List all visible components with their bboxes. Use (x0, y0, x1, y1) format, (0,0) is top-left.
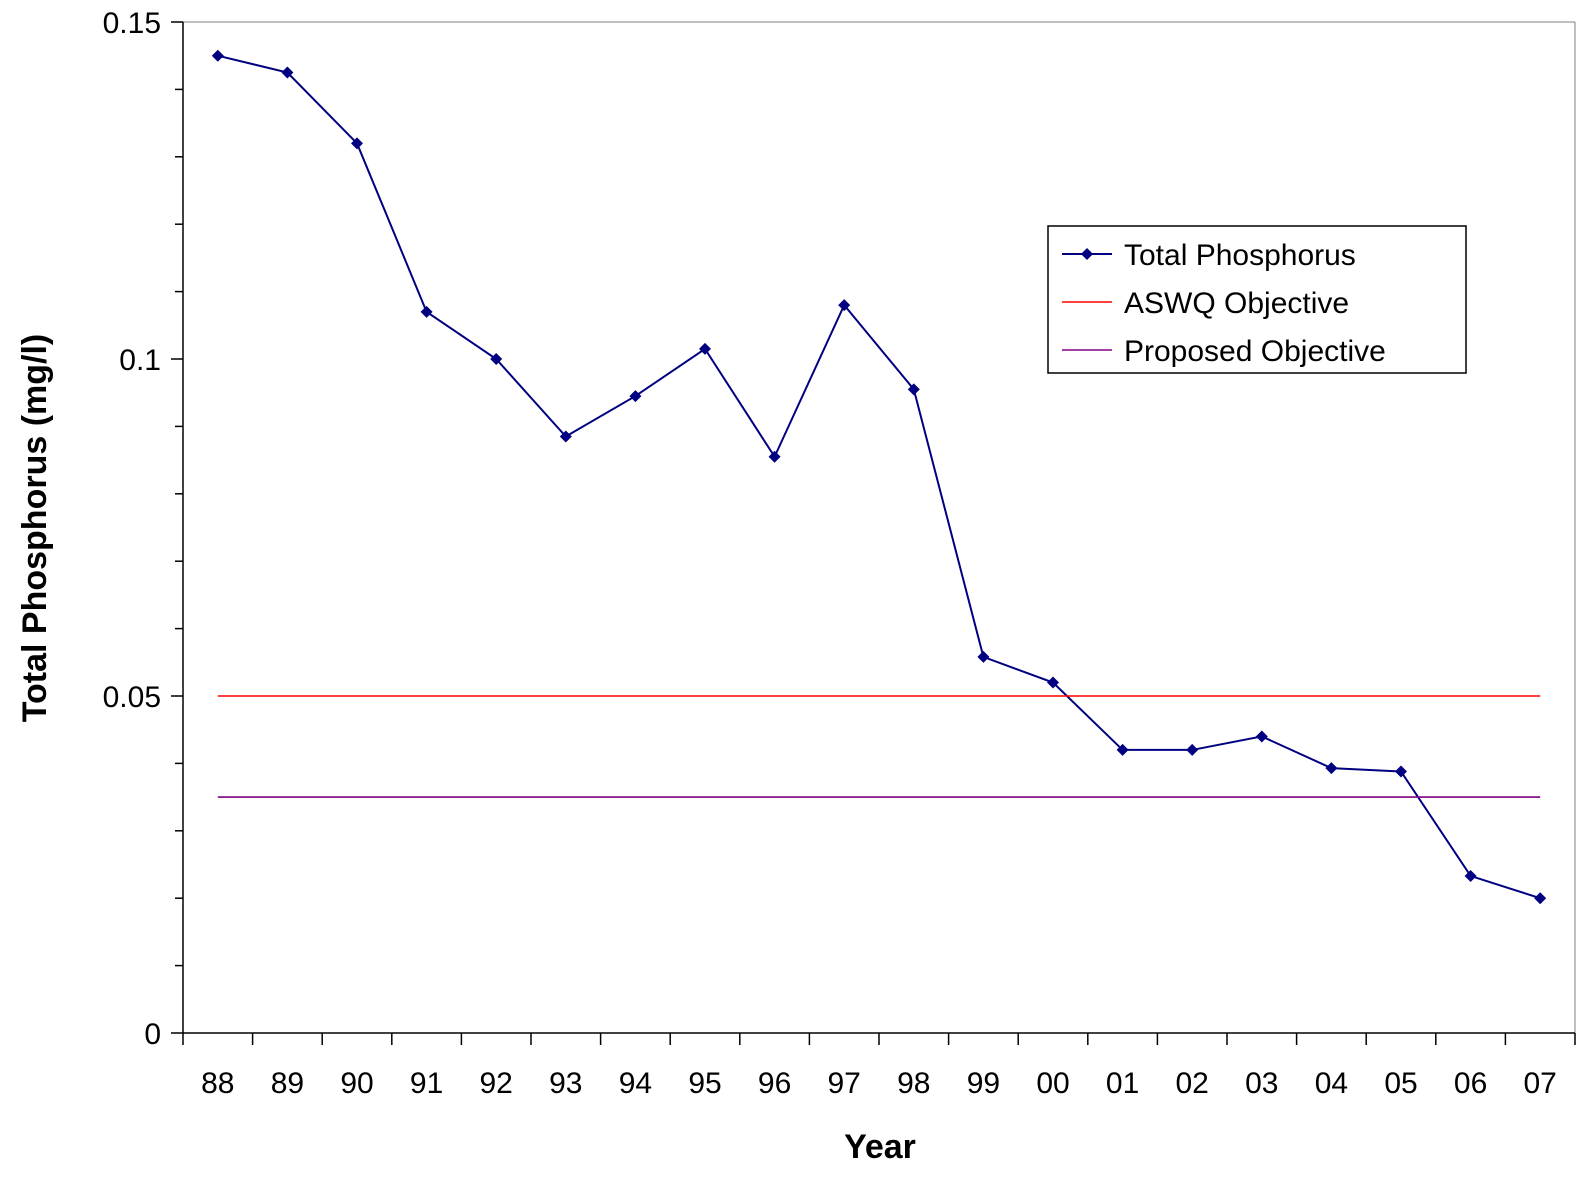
legend-label: ASWQ Objective (1124, 287, 1349, 320)
data-point (629, 390, 642, 403)
data-point (420, 305, 433, 318)
data-point (211, 49, 224, 62)
x-tick-label: 07 (1524, 1067, 1557, 1100)
x-tick-label: 00 (1036, 1067, 1069, 1100)
data-point (768, 450, 781, 463)
data-point (559, 430, 572, 443)
x-axis-ticks: 88 89 90 91 92 93 94 95 96 97 98 99 00 01 02 03 04 05 06 07 (182, 1033, 1576, 1100)
x-tick-label: 98 (897, 1067, 930, 1100)
y-tick-label: 0.05 (103, 681, 161, 714)
x-tick-label: 89 (271, 1067, 304, 1100)
x-tick-label: 06 (1454, 1067, 1487, 1100)
data-point (281, 66, 294, 79)
x-tick-label: 88 (201, 1067, 234, 1100)
x-axis-title: Year (844, 1128, 916, 1166)
x-tick-label: 92 (480, 1067, 513, 1100)
series-total-phosphorus (211, 49, 1547, 905)
legend-marker (1081, 248, 1093, 260)
legend-item: ASWQ Objective (1062, 287, 1349, 320)
data-point (1186, 743, 1199, 756)
data-point (977, 650, 990, 663)
x-tick-label: 01 (1106, 1067, 1139, 1100)
legend-box (1047, 225, 1467, 374)
legend-item: Total Phosphorus (1062, 239, 1356, 272)
x-tick-label: 97 (828, 1067, 861, 1100)
x-tick-label: 99 (967, 1067, 1000, 1100)
x-tick-label: 91 (410, 1067, 443, 1100)
data-point (1116, 743, 1129, 756)
x-tick-label: 93 (549, 1067, 582, 1100)
x-tick-label: 96 (758, 1067, 791, 1100)
x-tick-label: 03 (1245, 1067, 1278, 1100)
y-tick-label: 0.15 (103, 7, 161, 40)
data-point (490, 353, 503, 365)
data-point (351, 137, 363, 150)
legend-label: Total Phosphorus (1124, 239, 1356, 272)
x-tick-label: 05 (1384, 1067, 1417, 1100)
data-point (838, 299, 851, 312)
data-point (1395, 765, 1407, 778)
y-axis-title: Total Phosphorus (mg/l) (16, 334, 54, 722)
series-line (217, 54, 1541, 900)
plot-area (182, 21, 1576, 1034)
x-tick-label: 04 (1315, 1067, 1348, 1100)
legend-item: Proposed Objective (1062, 335, 1386, 368)
x-tick-label: 94 (619, 1067, 652, 1100)
x-tick-label: 02 (1176, 1067, 1209, 1100)
y-axis-ticks: 0 0.05 0.1 0.15 (103, 7, 183, 1051)
y-tick-label: 0 (144, 1018, 161, 1051)
legend-label: Proposed Objective (1124, 335, 1386, 368)
x-tick-label: 90 (340, 1067, 373, 1100)
data-point (907, 383, 920, 396)
x-tick-label: 95 (688, 1067, 721, 1100)
y-minor-ticks (175, 88, 183, 967)
y-tick-label: 0.1 (119, 344, 161, 377)
data-point (1255, 730, 1268, 743)
data-point (1047, 676, 1059, 689)
data-point (1464, 869, 1477, 882)
series-layer (211, 49, 1547, 905)
data-point (699, 342, 711, 355)
data-point (1534, 892, 1547, 905)
legend: Total Phosphorus ASWQ Objective Proposed O… (1047, 225, 1467, 374)
data-point (1325, 762, 1338, 775)
